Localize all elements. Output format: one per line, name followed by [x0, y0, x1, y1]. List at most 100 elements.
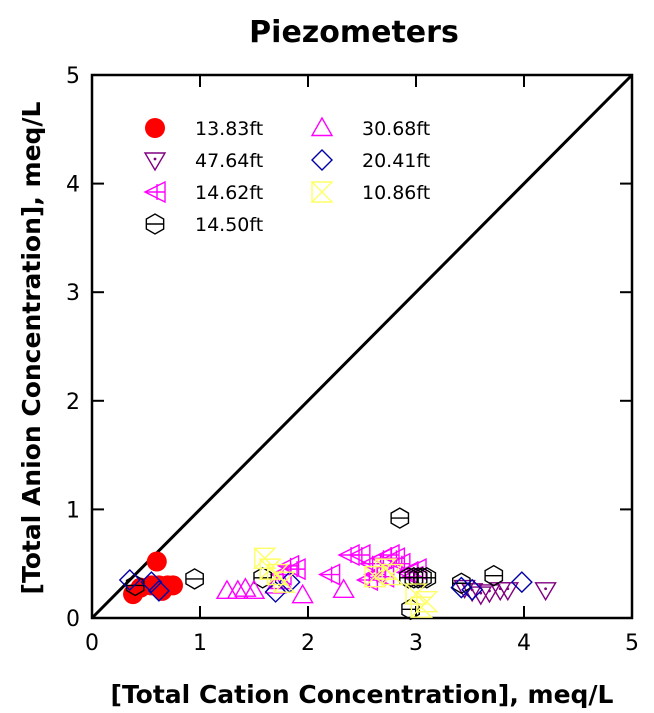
data-point-shape — [118, 569, 141, 591]
legend-item: 13.83ft — [145, 118, 263, 140]
data-point — [185, 568, 204, 590]
x-tick-label: 2 — [301, 631, 315, 656]
data-point-shape — [534, 582, 557, 602]
data-point — [534, 582, 557, 602]
legend-item: 47.64ft — [143, 150, 263, 172]
data-point — [510, 571, 533, 594]
data-point — [242, 579, 266, 600]
data-point-shape — [146, 551, 167, 572]
y-tick-label: 1 — [66, 498, 80, 523]
data-point — [484, 564, 504, 587]
data-point-shape — [291, 583, 314, 604]
data-point-shape — [404, 567, 424, 589]
data-point-shape — [496, 582, 520, 602]
data-point — [409, 596, 434, 618]
plot-area: 0 1 2 3 4 5 0 1 2 3 4 5 13.83ft 47.64ft 14.62ft 14.50ft… — [66, 64, 639, 656]
legend-marker — [310, 116, 334, 137]
y-tick-label: 2 — [66, 390, 80, 415]
legend-item: 14.50ft — [145, 213, 263, 236]
data-point-shape — [390, 507, 410, 529]
legend-marker-shape — [143, 152, 167, 172]
data-point — [496, 582, 520, 602]
data-point — [253, 547, 277, 569]
legend-marker — [143, 180, 166, 204]
chart-title: Piezometers — [249, 15, 459, 50]
data-point-shape — [510, 571, 533, 594]
data-point — [291, 583, 314, 604]
data-point — [226, 579, 250, 600]
legend-label: 14.62ft — [195, 182, 263, 204]
data-point-shape — [185, 568, 204, 590]
legend-label: 30.68ft — [362, 118, 430, 140]
plot-frame — [90, 73, 634, 620]
legend-label: 10.86ft — [362, 182, 430, 204]
y-tick-label: 4 — [66, 173, 80, 198]
data-point — [118, 569, 141, 591]
data-point — [215, 579, 239, 600]
data-point-shape — [484, 564, 504, 587]
legend-marker — [145, 118, 165, 138]
data-point-shape — [242, 579, 266, 600]
data-point — [390, 507, 410, 529]
data-point-shape — [478, 584, 501, 604]
data-point-shape — [451, 572, 471, 595]
legend-item: 20.41ft — [311, 149, 430, 172]
data-point-shape — [417, 567, 437, 589]
data-point-dot — [544, 587, 547, 591]
data-point — [417, 567, 437, 589]
data-point-shape — [399, 567, 418, 589]
legend-marker-shape — [145, 213, 165, 235]
x-tick-label: 4 — [517, 631, 531, 656]
data-point — [146, 551, 167, 572]
data-point — [374, 558, 398, 580]
data-point-shape — [332, 578, 355, 598]
data-point — [461, 578, 484, 601]
legend-label: 47.64ft — [195, 150, 263, 172]
legend-marker-shape — [310, 181, 334, 203]
y-tick-label: 3 — [66, 281, 80, 306]
data-point-shape — [147, 579, 170, 602]
data-point-shape — [461, 578, 484, 601]
data-point — [332, 578, 355, 598]
data-point — [264, 580, 287, 603]
y-tick-label: 5 — [66, 64, 80, 89]
x-tick-label: 0 — [85, 631, 99, 656]
data-point — [363, 566, 387, 588]
data-point-shape — [253, 567, 273, 589]
data-point — [147, 579, 170, 602]
data-point-shape — [408, 567, 428, 589]
data-point — [266, 563, 290, 586]
x-tick-label: 3 — [409, 631, 423, 656]
data-point-shape — [140, 571, 163, 594]
data-point-shape — [253, 547, 277, 569]
data-point — [348, 543, 371, 567]
series-14-62ft — [269, 543, 427, 592]
legend-marker-shape — [145, 118, 165, 138]
data-point — [469, 586, 493, 606]
data-point-dot — [506, 587, 510, 591]
data-point-shape — [215, 579, 239, 600]
data-point — [388, 552, 411, 575]
x-tick-label: 1 — [193, 631, 207, 656]
data-points — [118, 507, 557, 621]
legend-label: 20.41ft — [362, 150, 430, 172]
legend-marker-shape — [310, 116, 334, 137]
x-tick-label: 5 — [625, 631, 639, 656]
y-axis-label: [Total Anion Concentration], meq/L — [17, 101, 46, 594]
data-point-shape — [415, 591, 439, 613]
legend-marker — [143, 152, 167, 172]
legend-item: 14.62ft — [143, 180, 263, 204]
legend-marker-dot — [153, 157, 157, 161]
data-point — [380, 563, 404, 586]
data-point — [140, 571, 163, 594]
data-point — [318, 563, 341, 586]
data-point-shape — [264, 580, 287, 603]
legend-item: 10.86ft — [310, 181, 430, 204]
data-point-shape — [226, 579, 250, 600]
legend-marker-shape — [311, 149, 333, 171]
legend-marker — [310, 181, 334, 203]
legend-item: 30.68ft — [310, 116, 430, 140]
legend-label: 14.50ft — [195, 214, 263, 236]
